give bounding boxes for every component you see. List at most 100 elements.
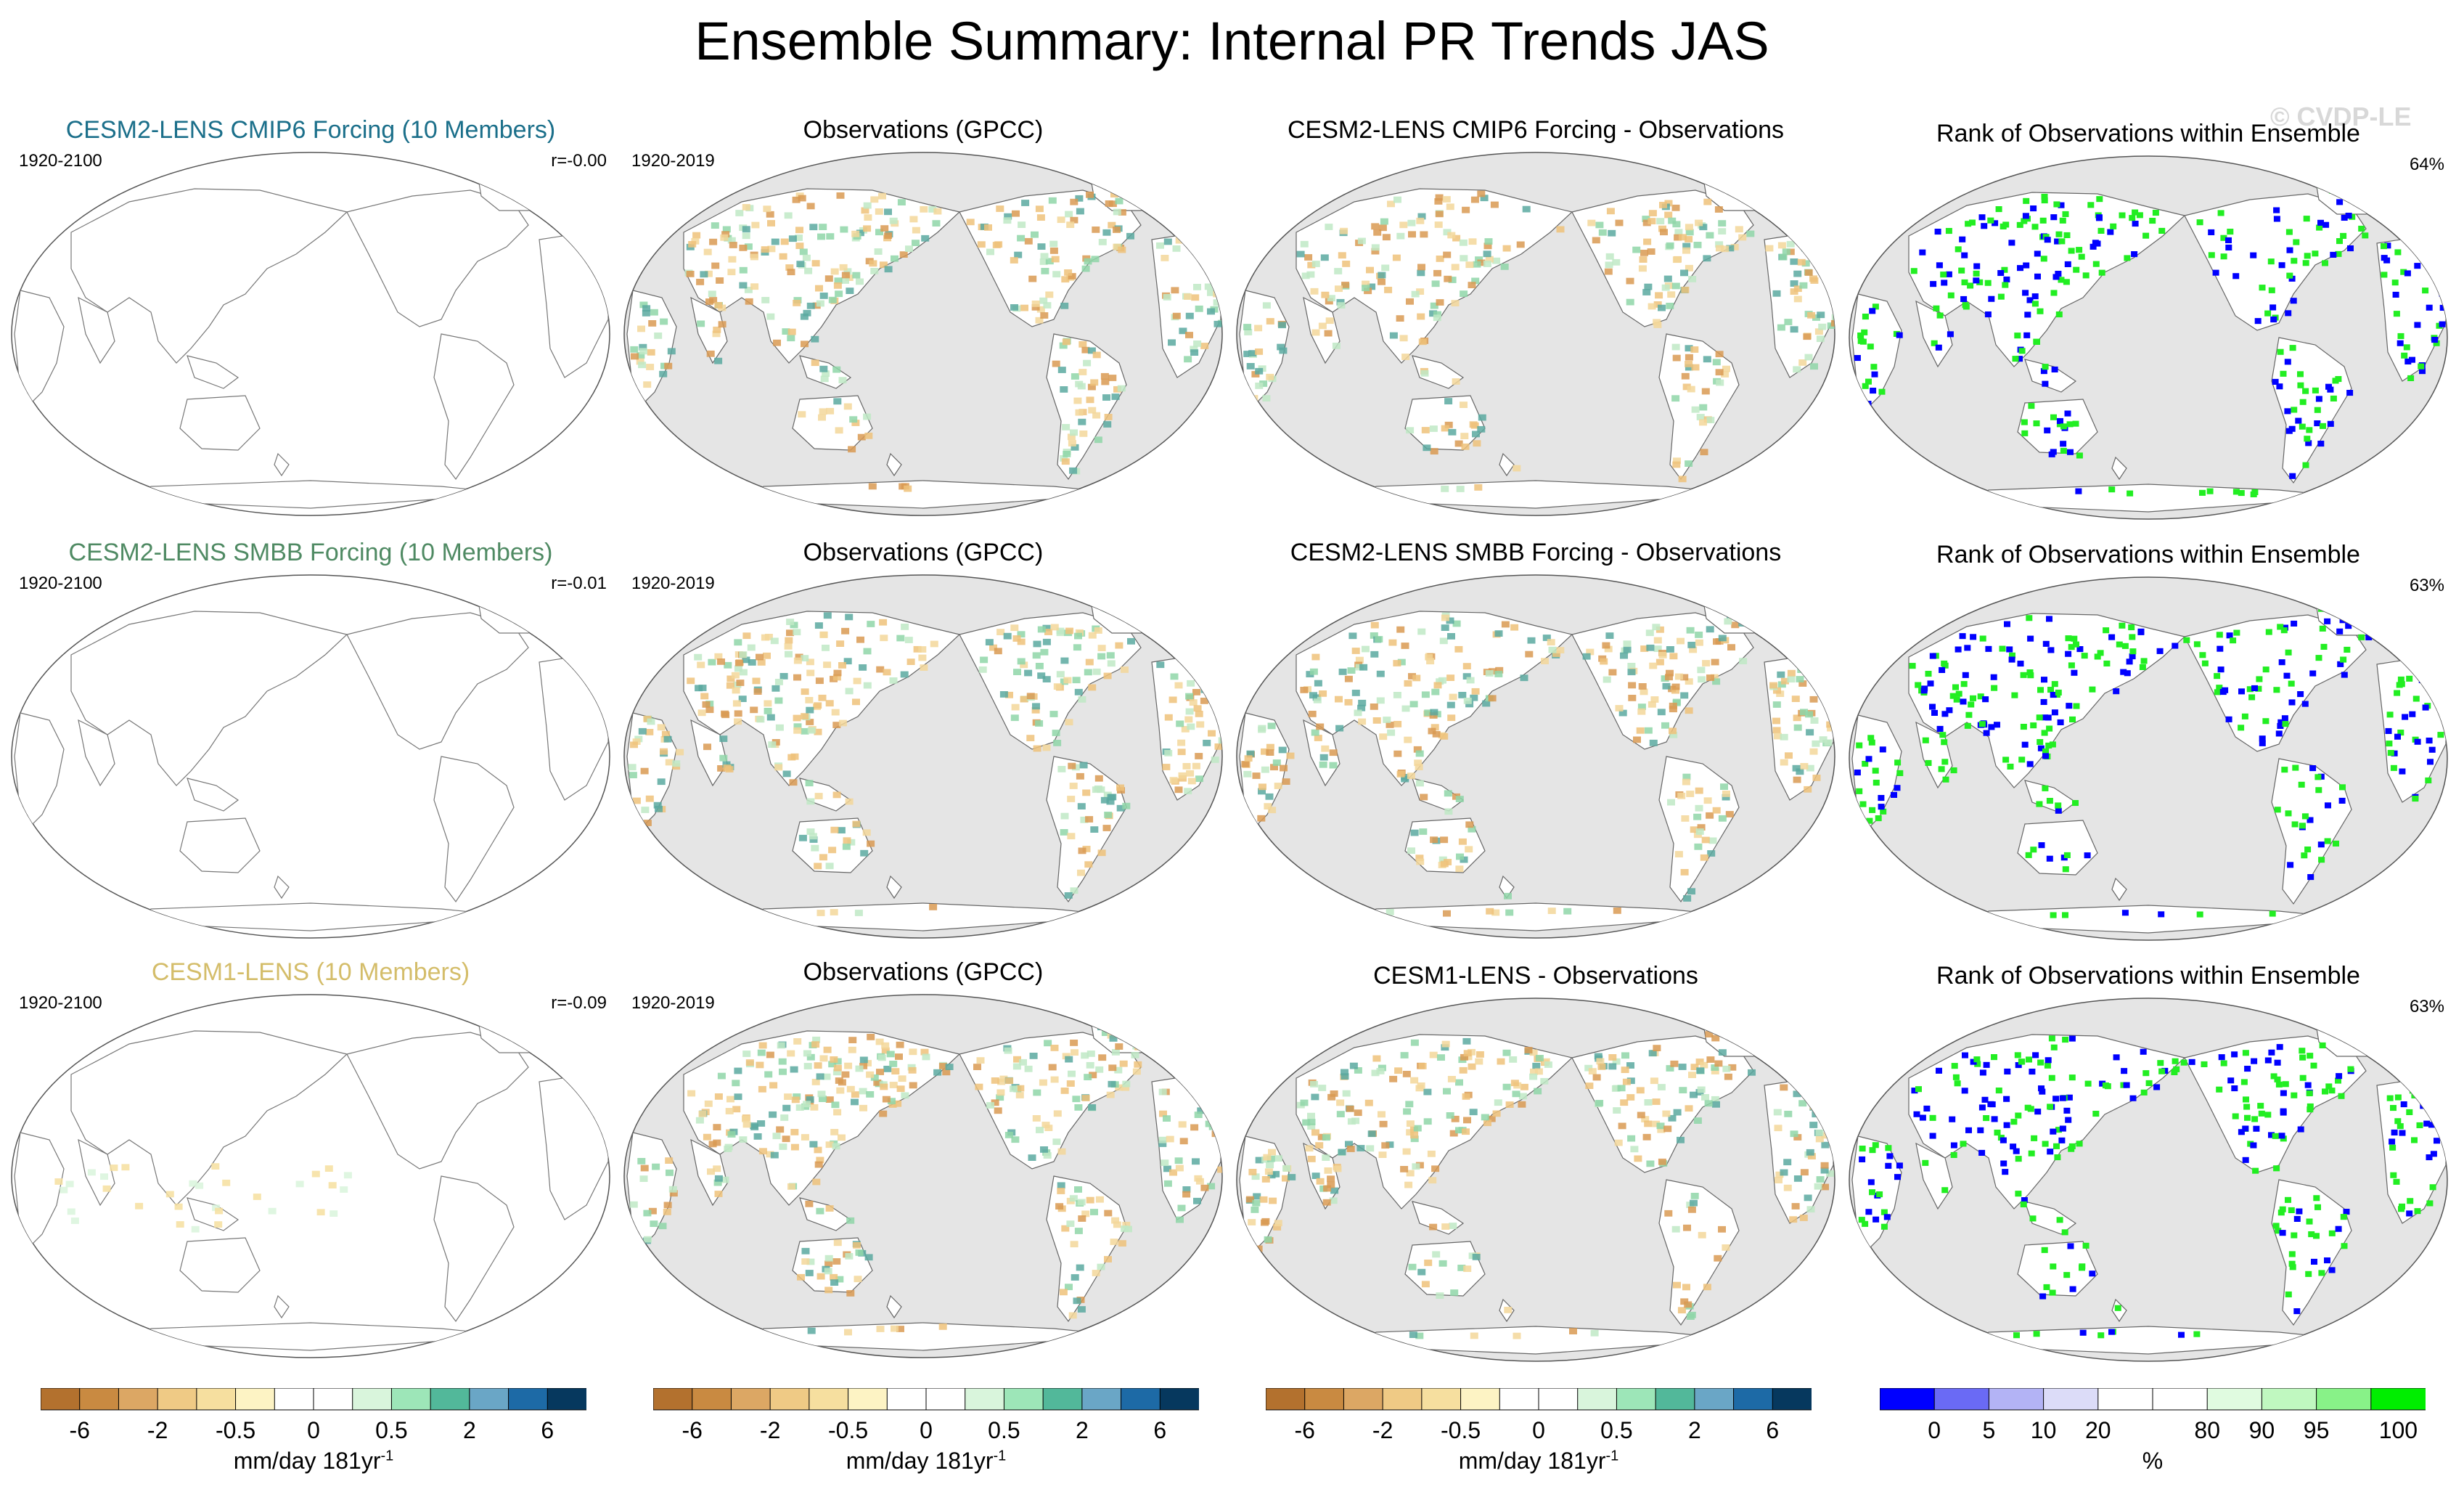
panel-rank-row2: Rank of Observations within Ensemble 63% [1843, 541, 2453, 947]
colorbar-swatch [508, 1388, 549, 1411]
world-map-model [11, 994, 610, 1358]
colorbar-tick-label: 100 [2378, 1417, 2418, 1443]
colorbar-tick-label: 0.5 [988, 1417, 1020, 1443]
colorbar-swatch [1616, 1388, 1657, 1411]
panel-title: Rank of Observations within Ensemble [1936, 120, 2360, 147]
colorbar-tick-label: 5 [1982, 1417, 1996, 1443]
colorbar-tick-label: 10 [2030, 1417, 2057, 1443]
colorbar-tick-label: 2 [1075, 1417, 1089, 1443]
colorbar-tick-label: 6 [541, 1417, 554, 1443]
colorbar-swatch [1577, 1388, 1618, 1411]
colorbar-tick-label: -2 [1372, 1417, 1393, 1443]
colorbar-swatch [79, 1388, 120, 1411]
panel-diff-row1: CESM2-LENS CMIP6 Forcing - Observations [1231, 116, 1841, 523]
year-range: 1920-2019 [631, 993, 715, 1013]
colorbar-swatch [2152, 1388, 2209, 1411]
panel-model-row2: CESM2-LENS SMBB Forcing (10 Members) 192… [6, 539, 615, 945]
world-map-rank [1849, 576, 2448, 941]
world-map-obs [623, 152, 1223, 516]
colorbar-swatches [1880, 1388, 2426, 1411]
panel-title: Rank of Observations within Ensemble [1936, 962, 2360, 990]
colorbar-swatch [925, 1388, 966, 1411]
colorbar-swatch [2043, 1388, 2099, 1411]
colorbar-swatch [965, 1388, 1005, 1411]
colorbar-swatch [196, 1388, 237, 1411]
colorbar-swatch [1772, 1388, 1812, 1411]
watermark: © CVDP-LE [2270, 102, 2412, 131]
world-map-rank [1849, 998, 2448, 1362]
panel-title: CESM2-LENS SMBB Forcing - Observations [1290, 539, 1782, 566]
colorbar-trend-1: mm/day 181yr-1 -6 -2 -0.5 0 0.5 2 6 [41, 1388, 586, 1482]
panel-diff-row3: CESM1-LENS - Observations [1231, 962, 1841, 1368]
colorbar-unit: mm/day 181yr-1 [1458, 1448, 1619, 1474]
world-map-model [11, 574, 610, 939]
colorbar-swatch [2370, 1388, 2426, 1411]
world-map-diff [1236, 152, 1835, 516]
colorbar-swatches [41, 1388, 586, 1411]
colorbar-swatches [1266, 1388, 1812, 1411]
colorbar-tick-label: 2 [462, 1417, 476, 1443]
colorbar-swatch [1733, 1388, 1774, 1411]
correlation-label: r=-0.01 [551, 574, 607, 593]
colorbar-tick-label: 80 [2194, 1417, 2220, 1443]
colorbar-trend-2: mm/day 181yr-1 -6 -2 -0.5 0 0.5 2 6 [653, 1388, 1199, 1482]
colorbar-rank: % 0 5 10 20 80 90 95 100 [1880, 1388, 2426, 1482]
colorbar-tick-label: -0.5 [215, 1417, 256, 1443]
colorbar-tick-label: 0 [1532, 1417, 1545, 1443]
colorbar-swatch [769, 1388, 810, 1411]
colorbar-swatch [1003, 1388, 1044, 1411]
colorbar-swatch [1694, 1388, 1735, 1411]
colorbar-swatch [886, 1388, 928, 1411]
world-map-obs [623, 574, 1223, 939]
world-map-model [11, 152, 610, 516]
year-range: 1920-2100 [19, 993, 102, 1013]
colorbar-swatch [390, 1388, 432, 1411]
colorbar-swatch [157, 1388, 197, 1411]
panel-obs-row3: Observations (GPCC) 1920-2019 [618, 958, 1228, 1365]
colorbar-swatch [848, 1388, 888, 1411]
colorbar-swatch [1121, 1388, 1161, 1411]
colorbar-tick-label: 0 [920, 1417, 933, 1443]
colorbar-tick-label: -6 [1294, 1417, 1315, 1443]
panel-title: Observations (GPCC) [803, 539, 1044, 566]
colorbar-swatch [235, 1388, 276, 1411]
panel-title: CESM2-LENS CMIP6 Forcing (10 Members) [65, 116, 556, 144]
colorbar-swatch [1538, 1388, 1579, 1411]
colorbar-swatch [692, 1388, 732, 1411]
rank-percent: 64% [2409, 155, 2444, 174]
panel-rank-row3: Rank of Observations within Ensemble 63% [1843, 962, 2453, 1368]
world-map-diff [1236, 574, 1835, 939]
colorbar-swatch [1382, 1388, 1423, 1411]
colorbar-tick-label: -6 [682, 1417, 703, 1443]
colorbar-trend-3: mm/day 181yr-1 -6 -2 -0.5 0 0.5 2 6 [1266, 1388, 1812, 1482]
colorbar-swatch [1266, 1388, 1306, 1411]
correlation-label: r=-0.00 [551, 151, 607, 171]
colorbar-tick-label: -2 [759, 1417, 781, 1443]
panel-model-row3: CESM1-LENS (10 Members) 1920-2100 r=-0.0… [6, 958, 615, 1365]
colorbar-swatch [2316, 1388, 2372, 1411]
colorbar-tick-label: 90 [2248, 1417, 2275, 1443]
colorbar-tick-label: 20 [2085, 1417, 2111, 1443]
colorbar-swatch [274, 1388, 315, 1411]
colorbar-tick-label: 6 [1153, 1417, 1167, 1443]
year-range: 1920-2100 [19, 151, 102, 171]
colorbar-swatch [1159, 1388, 1199, 1411]
colorbar-swatch [1880, 1388, 1936, 1411]
colorbar-tick-label: -2 [147, 1417, 168, 1443]
panel-title: CESM2-LENS SMBB Forcing (10 Members) [68, 539, 553, 566]
colorbar-swatch [809, 1388, 849, 1411]
world-map-rank [1849, 155, 2448, 520]
colorbar-swatch [1988, 1388, 2045, 1411]
year-range: 1920-2100 [19, 574, 102, 593]
colorbar-swatch [1042, 1388, 1083, 1411]
panel-rank-row1: Rank of Observations within Ensemble 64% [1843, 120, 2453, 526]
colorbar-swatch [1933, 1388, 1990, 1411]
correlation-label: r=-0.09 [551, 993, 607, 1013]
rank-percent: 63% [2409, 997, 2444, 1016]
colorbar-tick-label: 6 [1766, 1417, 1780, 1443]
colorbar-swatch [1343, 1388, 1384, 1411]
colorbar-tick-label: 0 [1928, 1417, 1941, 1443]
colorbar-unit: % [2142, 1448, 2164, 1474]
colorbar-tick-label: 0.5 [1600, 1417, 1633, 1443]
rank-percent: 63% [2409, 576, 2444, 595]
